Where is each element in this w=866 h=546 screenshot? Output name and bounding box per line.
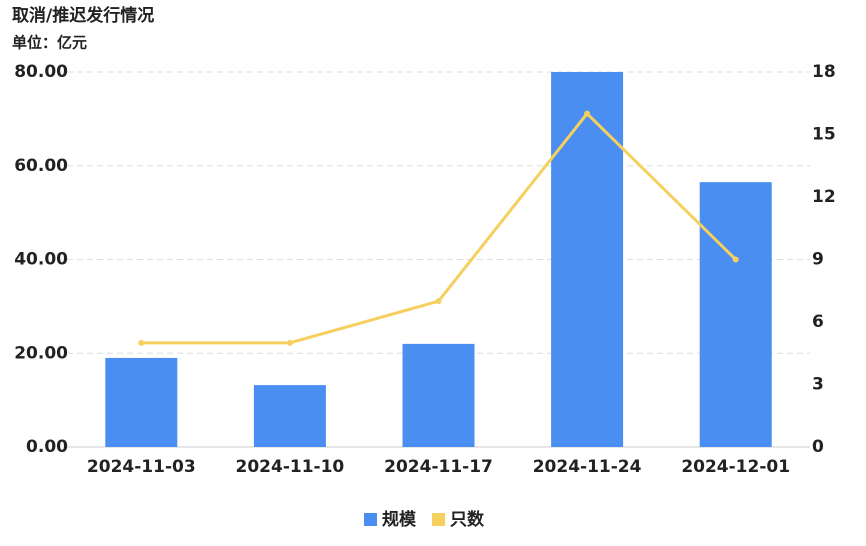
y2-tick-label: 0: [812, 437, 824, 457]
bar: [699, 182, 772, 447]
legend-label: 只数: [450, 509, 485, 530]
y-tick-label: 20.00: [14, 343, 68, 363]
line-point: [584, 110, 591, 117]
y2-tick-label: 12: [812, 187, 836, 207]
y-tick-label: 0.00: [26, 437, 68, 457]
bar: [105, 357, 178, 447]
y-tick-label: 40.00: [14, 250, 68, 270]
line-point: [732, 256, 739, 263]
y2-tick-label: 15: [812, 125, 836, 145]
x-tick-label: 2024-11-24: [533, 457, 642, 477]
y-tick-label: 80.00: [14, 62, 68, 82]
legend-swatch: [364, 513, 377, 526]
x-tick-label: 2024-11-10: [236, 457, 345, 477]
y2-tick-label: 6: [812, 312, 824, 332]
chart-subtitle: 单位：亿元: [12, 34, 87, 52]
y-tick-label: 60.00: [14, 156, 68, 176]
y2-tick-label: 9: [812, 250, 824, 270]
y2-tick-label: 18: [812, 62, 836, 82]
line-point: [286, 339, 293, 346]
line-point: [435, 298, 442, 305]
x-tick-label: 2024-11-03: [87, 457, 196, 477]
line-point: [138, 339, 145, 346]
bar: [551, 72, 624, 447]
legend-swatch: [432, 513, 445, 526]
bar: [402, 343, 475, 447]
line: [141, 111, 737, 345]
y2-tick-label: 3: [812, 375, 824, 395]
bar: [253, 385, 326, 447]
legend-label: 规模: [382, 509, 417, 530]
x-tick-label: 2024-11-17: [384, 457, 493, 477]
chart-title: 取消/推迟发行情况: [12, 5, 154, 26]
x-tick-label: 2024-12-01: [681, 457, 790, 477]
